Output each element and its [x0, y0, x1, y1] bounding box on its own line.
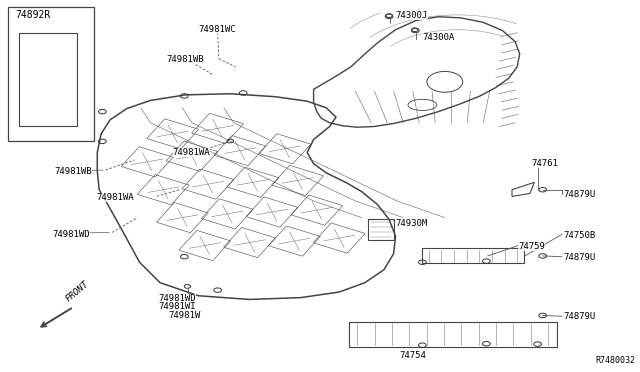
Bar	[191, 113, 244, 144]
Bar	[201, 199, 253, 229]
Bar	[223, 227, 276, 258]
Text: 74759: 74759	[518, 242, 545, 251]
Text: 74879U: 74879U	[563, 253, 595, 262]
Bar	[179, 230, 231, 261]
Text: 74754: 74754	[399, 351, 426, 360]
Text: 74981WI: 74981WI	[159, 302, 196, 311]
Bar	[121, 147, 173, 177]
Text: 74981W: 74981W	[168, 311, 200, 320]
Text: 74750B: 74750B	[563, 231, 595, 240]
Text: 74981WC: 74981WC	[199, 25, 236, 34]
Bar	[259, 134, 311, 164]
Text: 74981WB: 74981WB	[167, 55, 204, 64]
Text: 74930M: 74930M	[395, 219, 427, 228]
Bar	[137, 174, 189, 205]
Bar	[268, 226, 321, 256]
Text: 74761: 74761	[531, 159, 558, 168]
Bar	[182, 169, 234, 199]
Text: 74981WB: 74981WB	[54, 167, 92, 176]
Bar	[291, 195, 343, 225]
Text: 74300J: 74300J	[396, 11, 428, 20]
Text: FRONT: FRONT	[64, 279, 90, 303]
Bar	[147, 119, 199, 149]
Bar	[19, 33, 77, 126]
Bar	[214, 135, 266, 166]
Bar	[156, 202, 209, 233]
Bar	[246, 197, 298, 227]
Text: 74300A: 74300A	[422, 33, 454, 42]
Bar	[227, 167, 279, 198]
Bar	[313, 223, 365, 253]
Text: 74879U: 74879U	[563, 312, 595, 321]
Text: 74981WA: 74981WA	[96, 193, 134, 202]
Text: 74892R: 74892R	[15, 10, 51, 20]
Text: 74981WD: 74981WD	[52, 230, 90, 239]
Text: 74981WA: 74981WA	[173, 148, 211, 157]
Text: 74981WD: 74981WD	[159, 294, 196, 303]
Bar	[8, 7, 94, 141]
Text: 74879U: 74879U	[563, 190, 595, 199]
Bar	[166, 141, 218, 171]
Text: R7480032: R7480032	[595, 356, 635, 365]
Bar	[271, 165, 324, 196]
